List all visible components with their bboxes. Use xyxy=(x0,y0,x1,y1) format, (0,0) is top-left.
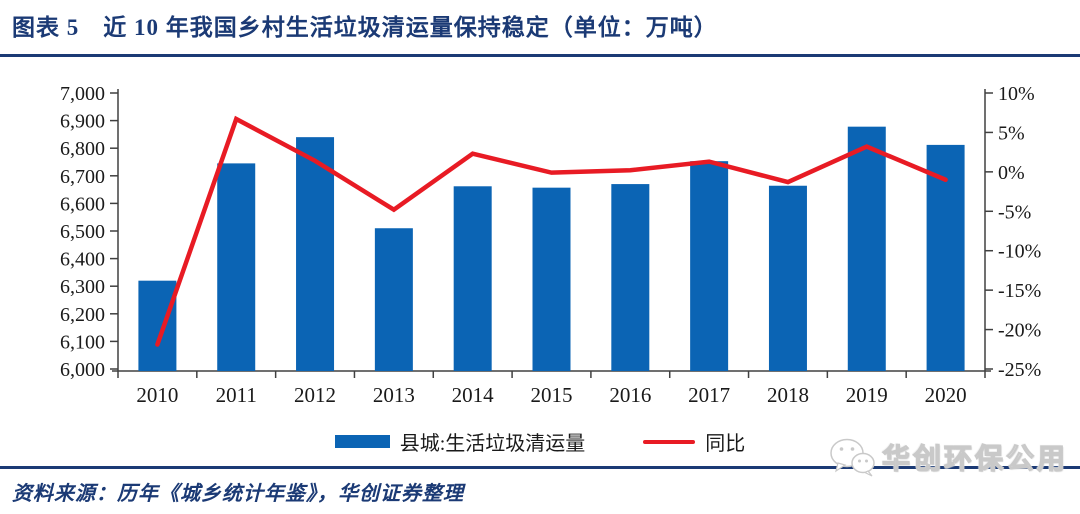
bar-series-swatch xyxy=(334,435,390,448)
x-axis-year-label: 2020 xyxy=(925,383,967,407)
left-axis-tick-label: 6,400 xyxy=(60,249,105,271)
right-axis-tick-label: 0% xyxy=(998,162,1025,184)
watermark: 华创环保公用 xyxy=(828,436,1068,478)
bottom-divider xyxy=(0,466,1080,469)
left-axis-tick-label: 6,500 xyxy=(60,221,105,243)
left-axis-tick-label: 6,800 xyxy=(60,138,105,160)
x-axis-year-label: 2018 xyxy=(767,383,809,407)
left-axis-tick-label: 6,600 xyxy=(60,193,105,215)
bar-2017 xyxy=(690,161,729,371)
left-axis-tick-label: 7,000 xyxy=(60,83,105,105)
source-note: 资料来源：历年《城乡统计年鉴》，华创证券整理 xyxy=(12,483,464,505)
left-axis-tick-label: 6,200 xyxy=(60,304,105,326)
left-axis-tick-label: 6,000 xyxy=(60,359,105,381)
bar-2019 xyxy=(847,126,886,371)
bar-2016 xyxy=(611,184,650,371)
bar-series-label: 县城:生活垃圾清运量 xyxy=(399,433,586,455)
chart-legend: 县城:生活垃圾清运量 同比 xyxy=(0,427,1080,456)
line-series-label: 同比 xyxy=(705,433,746,455)
x-axis-year-label: 2013 xyxy=(373,383,415,407)
left-axis-tick-label: 6,900 xyxy=(60,111,105,133)
x-axis-year-label: 2015 xyxy=(531,383,573,407)
x-axis-year-label: 2010 xyxy=(136,383,178,407)
right-axis-tick-label: -25% xyxy=(998,359,1041,381)
left-axis-tick-label: 6,300 xyxy=(60,276,105,298)
yoy-line xyxy=(155,115,948,347)
figure-title: 图表 5 近 10 年我国乡村生活垃圾清运量保持稳定（单位：万吨） xyxy=(12,15,718,40)
watermark-text: 华创环保公用 xyxy=(881,443,1069,475)
bar-line-chart: 7,000 6,900 6,800 6,700 6,600 6,500 6,400 6,300… xyxy=(60,83,1041,407)
bar-2020 xyxy=(926,144,965,371)
right-axis-tick-label: 5% xyxy=(998,122,1025,144)
bar-2012 xyxy=(296,137,335,371)
bar-2015 xyxy=(532,187,571,371)
line-series-swatch xyxy=(643,439,696,444)
right-axis-tick-label: -10% xyxy=(998,241,1041,263)
bar-2010 xyxy=(138,280,177,371)
wechat-icon xyxy=(828,436,876,478)
legend-item-bar: 县城:生活垃圾清运量 xyxy=(334,427,586,456)
bar-2018 xyxy=(768,185,807,371)
title-divider xyxy=(0,54,1080,57)
x-axis-year-label: 2014 xyxy=(452,383,495,407)
right-axis-tick-label: -5% xyxy=(998,201,1031,223)
left-axis-tick-label: 6,100 xyxy=(60,331,105,353)
x-axis-year-label: 2016 xyxy=(609,383,651,407)
x-axis-year-label: 2012 xyxy=(294,383,336,407)
bar-2011 xyxy=(217,163,256,371)
right-axis-tick-label: -15% xyxy=(998,280,1041,302)
right-axis-tick-label: -20% xyxy=(998,320,1041,342)
legend-item-line: 同比 xyxy=(643,427,745,456)
x-axis-year-label: 2017 xyxy=(688,383,730,407)
left-axis-tick-label: 6,700 xyxy=(60,166,105,188)
x-axis-year-label: 2011 xyxy=(216,383,257,407)
x-axis-year-label: 2019 xyxy=(846,383,888,407)
bar-2014 xyxy=(453,186,492,371)
right-axis-tick-label: 10% xyxy=(998,83,1035,105)
bar-2013 xyxy=(374,228,413,371)
